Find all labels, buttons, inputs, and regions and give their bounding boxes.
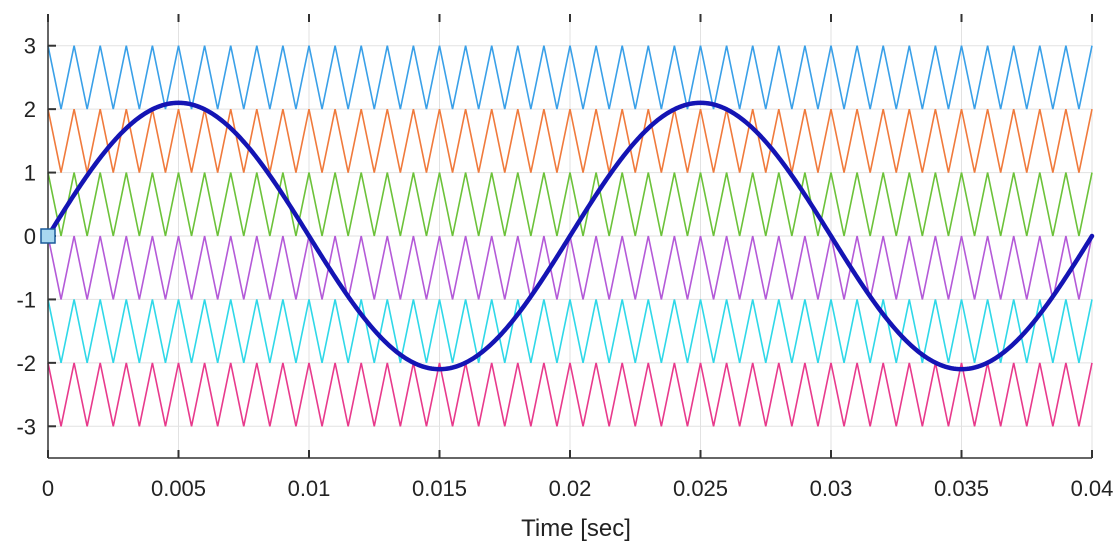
reference-wave [45,100,1095,372]
x-tick-label-5: 0.025 [673,476,728,501]
y-tick-labels: 3 2 1 0 -1 -2 -3 [16,34,36,440]
x-tick-label-6: 0.03 [810,476,853,501]
start-marker-square [40,228,56,244]
y-tick-label-2: 1 [24,161,36,186]
start-marker [40,228,56,244]
x-tick-label-1: 0.005 [151,476,206,501]
x-axis-label: Time [sec] [521,515,631,542]
carrier-series-4 [47,299,1093,364]
y-tick-label-6: -3 [16,414,36,439]
carrier-series-2 [47,172,1093,237]
y-tick-label-5: -2 [16,351,36,376]
carrier-series-0 [47,45,1093,110]
x-tick-label-0: 0 [42,476,54,501]
y-tick-label-3: 0 [24,224,36,249]
y-tick-label-4: -1 [16,287,36,312]
carrier-waves [47,45,1093,427]
reference-series-line [45,100,1095,372]
x-tick-label-3: 0.015 [412,476,467,501]
carrier-series-1 [47,108,1093,173]
y-tick-label-0: 3 [24,34,36,59]
x-tick-labels: 0 0.005 0.01 0.015 0.02 0.025 0.03 0.035 0.04 [42,476,1114,501]
y-tick-label-1: 2 [24,97,36,122]
x-tick-label-8: 0.04 [1071,476,1114,501]
carrier-series-5 [47,362,1093,427]
x-tick-label-7: 0.035 [934,476,989,501]
x-tick-label-2: 0.01 [288,476,331,501]
x-tick-label-4: 0.02 [549,476,592,501]
